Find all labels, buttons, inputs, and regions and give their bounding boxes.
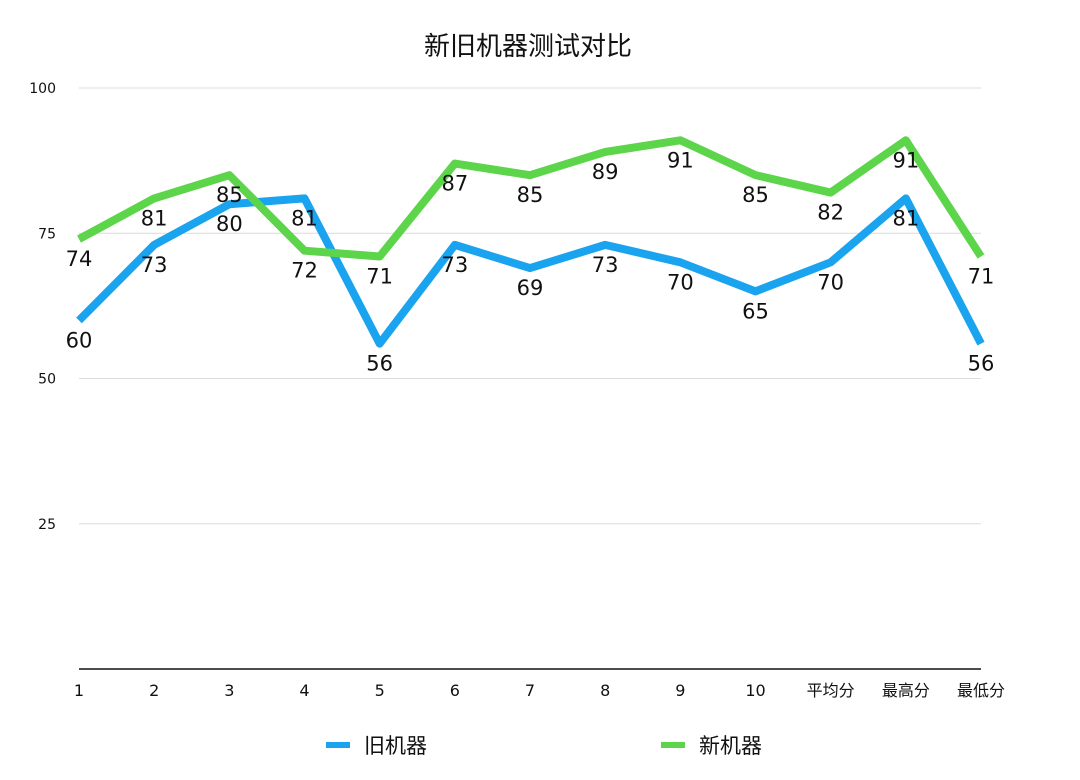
x-tick-label: 3 (224, 681, 234, 700)
data-label: 91 (892, 148, 919, 172)
data-label: 87 (441, 172, 468, 196)
data-label: 65 (742, 299, 769, 323)
x-tick-label: 最高分 (882, 681, 930, 700)
series-line-2 (77, 136, 985, 261)
legend: 旧机器 新机器 (326, 734, 762, 758)
data-label: 73 (141, 253, 168, 277)
chart-title: 新旧机器测试对比 (424, 32, 632, 62)
x-tick-label: 平均分 (807, 681, 855, 700)
data-label: 71 (968, 264, 995, 288)
data-label: 85 (216, 183, 243, 207)
data-label: 81 (141, 206, 168, 230)
x-tick-label: 2 (149, 681, 159, 700)
data-label: 81 (291, 206, 318, 230)
series-line-1 (76, 194, 985, 348)
x-tick-label: 8 (600, 681, 610, 700)
x-axis: 1 2 3 4 5 6 7 8 9 10 平均分 最高分 最低分 (74, 668, 1005, 700)
x-tick-label: 10 (745, 681, 765, 700)
y-axis: 25 50 75 100 (29, 81, 56, 533)
x-tick-label: 4 (299, 681, 309, 700)
x-tick-label: 最低分 (957, 681, 1005, 700)
data-label: 74 (66, 247, 93, 271)
data-label: 85 (517, 183, 544, 207)
data-label: 56 (366, 352, 393, 376)
data-label: 72 (291, 259, 318, 283)
data-label: 70 (817, 270, 844, 294)
data-label: 73 (441, 253, 468, 277)
data-label: 85 (742, 183, 769, 207)
data-label: 80 (216, 212, 243, 236)
y-tick-label: 75 (38, 226, 56, 242)
data-label: 60 (66, 328, 93, 352)
data-labels: 60 73 80 81 56 73 69 73 70 65 70 81 56 74 81 85 72 71 87 85… (66, 148, 995, 375)
x-tick-label: 9 (675, 681, 685, 700)
y-tick-label: 50 (38, 372, 56, 388)
data-label: 89 (592, 160, 619, 184)
x-tick-label: 6 (450, 681, 460, 700)
data-label: 70 (667, 270, 694, 294)
x-tick-label: 7 (525, 681, 535, 700)
legend-label-1: 旧机器 (364, 734, 427, 758)
data-label: 71 (366, 264, 393, 288)
y-tick-label: 25 (38, 517, 56, 533)
series-lines (76, 136, 985, 348)
data-label: 69 (517, 276, 544, 300)
data-label: 56 (968, 352, 995, 376)
y-tick-label: 100 (29, 81, 56, 97)
data-label: 91 (667, 148, 694, 172)
data-label: 73 (592, 253, 619, 277)
x-tick-label: 1 (74, 681, 84, 700)
data-label: 82 (817, 201, 844, 225)
legend-label-2: 新机器 (699, 734, 762, 758)
data-label: 81 (892, 206, 919, 230)
x-tick-label: 5 (375, 681, 385, 700)
gridlines (79, 87, 981, 525)
